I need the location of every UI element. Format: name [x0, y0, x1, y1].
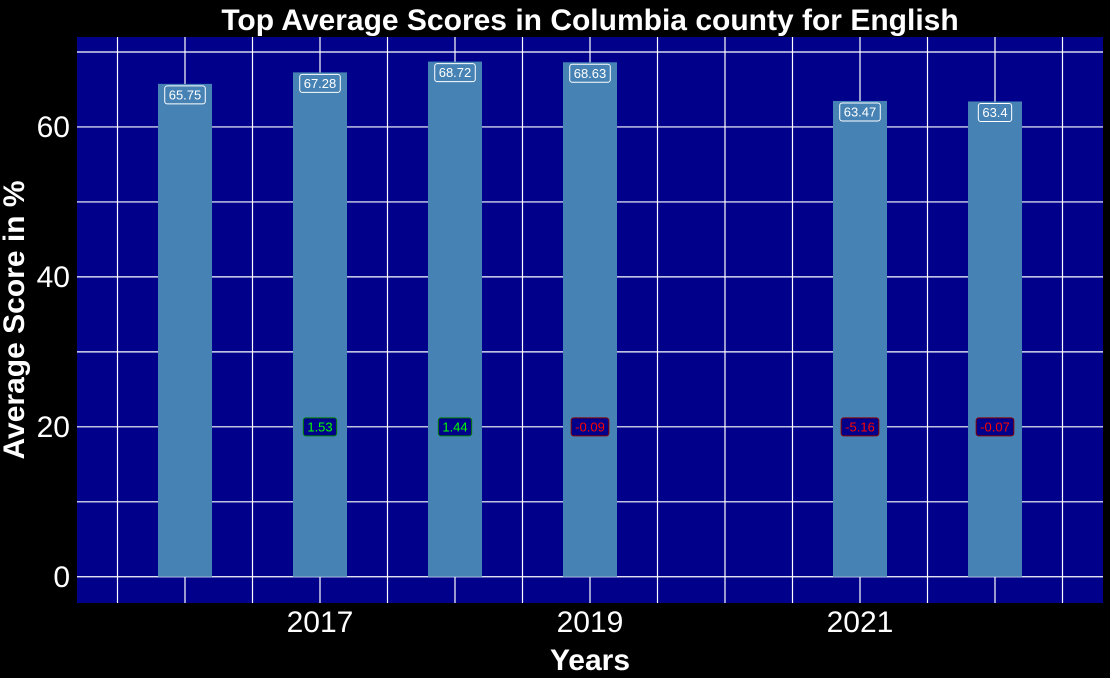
- axes: 2017 2019 2021 0 20 40 60: [37, 111, 894, 639]
- bars: [158, 61, 1022, 577]
- x-axis-title: Years: [550, 644, 630, 673]
- y-tick-label: 40: [37, 261, 70, 294]
- value-label: 68.72: [434, 63, 476, 83]
- bar: [833, 100, 887, 577]
- y-tick-label: 60: [37, 111, 70, 144]
- data-labels: 65.75 67.28 68.72 68.63 63.47 63.4 1.53 1.44 -0.…: [164, 63, 1015, 437]
- x-tick-label: 2019: [557, 606, 624, 639]
- bar: [158, 83, 212, 577]
- value-label-box: [569, 63, 611, 83]
- value-label: 63.47: [839, 102, 881, 122]
- value-label-text: 68.72: [439, 65, 472, 80]
- change-label: 1.44: [437, 417, 473, 437]
- value-label: 65.75: [164, 85, 206, 105]
- value-label-text: 68.63: [574, 66, 607, 81]
- value-label-box: [839, 102, 881, 122]
- change-label-box: [975, 417, 1015, 437]
- value-label-text: 67.28: [304, 76, 337, 91]
- value-label-box: [164, 85, 206, 105]
- y-axis-title: Average Score in %: [0, 180, 31, 459]
- y-tick-label: 0: [53, 561, 70, 594]
- value-label: 63.4: [977, 102, 1013, 122]
- value-label: 68.63: [569, 63, 611, 83]
- change-label: -5.16: [840, 417, 880, 437]
- value-label-box: [434, 63, 476, 83]
- chart-title: Top Average Scores in Columbia county fo…: [221, 4, 958, 37]
- change-label: 1.53: [302, 417, 338, 437]
- change-label-text: 1.53: [307, 419, 332, 434]
- change-label-box: [302, 417, 338, 437]
- change-label-text: -0.07: [980, 419, 1010, 434]
- value-label-box: [977, 102, 1013, 122]
- bar: [428, 61, 482, 577]
- x-tick-label: 2021: [827, 606, 894, 639]
- change-label-box: [437, 417, 473, 437]
- change-label-text: 1.44: [442, 419, 467, 434]
- bar: [563, 62, 617, 577]
- change-label-box: [570, 417, 610, 437]
- change-label: -0.09: [570, 417, 610, 437]
- change-label-text: -0.09: [575, 419, 605, 434]
- x-tick-label: 2017: [287, 606, 354, 639]
- change-label: -0.07: [975, 417, 1015, 437]
- change-label-text: -5.16: [845, 419, 875, 434]
- value-label-text: 65.75: [169, 87, 202, 102]
- value-label: 67.28: [299, 73, 341, 93]
- bar: [968, 101, 1022, 577]
- bar: [293, 72, 347, 577]
- change-label-box: [840, 417, 880, 437]
- value-label-text: 63.4: [982, 105, 1007, 120]
- value-label-box: [299, 73, 341, 93]
- value-label-text: 63.47: [844, 104, 877, 119]
- y-tick-label: 20: [37, 411, 70, 444]
